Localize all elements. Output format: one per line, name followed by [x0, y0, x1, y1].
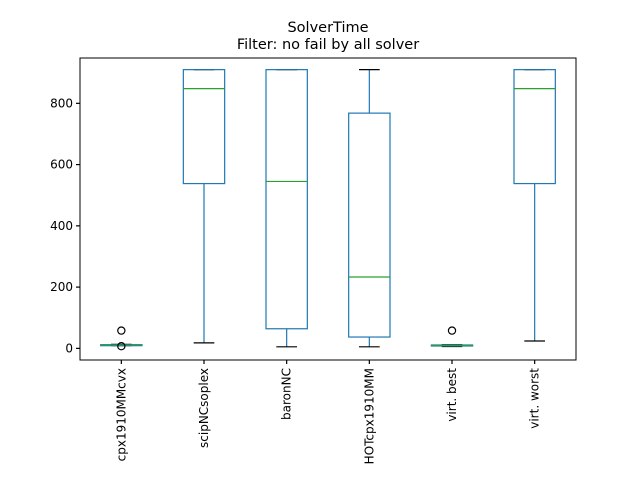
x-tick-label: HOTcpx1910MM — [362, 368, 376, 464]
x-tick-label: virt. worst — [528, 368, 542, 429]
box-iqr — [348, 112, 391, 338]
x-tick-label: baronNC — [280, 368, 294, 420]
y-tick-label: 800 — [50, 96, 73, 110]
y-tick-label: 200 — [50, 280, 73, 294]
chart-title: SolverTime — [287, 20, 368, 36]
outlier-point — [117, 342, 126, 351]
y-tick-label: 600 — [50, 158, 73, 172]
box-iqr — [265, 69, 308, 330]
y-tick-label: 0 — [65, 341, 73, 355]
x-tick-label: virt. best — [445, 368, 459, 422]
y-tick-label: 400 — [50, 219, 73, 233]
plot-frame — [79, 57, 577, 361]
box-iqr — [182, 69, 226, 185]
box-iqr — [513, 69, 556, 185]
x-tick-label: cpx1910MMcvx — [114, 368, 128, 461]
outlier-point — [447, 326, 457, 335]
outlier-point — [117, 326, 126, 335]
x-tick-label: scipNCsoplex — [197, 368, 211, 448]
chart-subtitle: Filter: no fail by all solver — [237, 37, 419, 53]
